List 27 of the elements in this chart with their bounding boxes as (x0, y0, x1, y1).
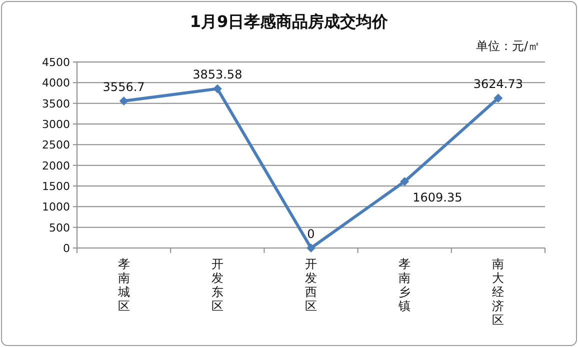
y-tick-label: 0 (63, 242, 70, 255)
chart-title: 1月9日孝感商品房成交均价 (190, 12, 390, 31)
y-tick-label: 2500 (42, 138, 70, 152)
y-tick-label: 3500 (42, 97, 70, 110)
point (400, 176, 410, 186)
y-tick-label: 1500 (42, 180, 70, 193)
point (494, 94, 503, 103)
y-tick-label: 1000 (42, 200, 70, 214)
y-tick-label: 2000 (42, 159, 70, 172)
data-label: 3624.73 (473, 77, 524, 92)
point (306, 244, 316, 252)
y-tick-label: 500 (49, 221, 70, 234)
data-label: 3556.7 (102, 80, 145, 94)
data-label: 0 (307, 227, 315, 241)
x-tick-label: 南大经济区 (492, 257, 504, 327)
point (119, 96, 128, 106)
y-tick-label: 3000 (42, 118, 70, 131)
y-tick-label: 4500 (42, 56, 70, 69)
point (212, 84, 222, 94)
x-tick-label: 孝南乡镇 (398, 257, 411, 313)
data-label: 1609.35 (412, 190, 462, 204)
x-tick-label: 开发西区 (305, 257, 317, 313)
x-tick-label: 孝南城区 (116, 257, 130, 313)
chart-subtitle: 单位：元/㎡ (476, 39, 540, 53)
data-label: 3853.58 (192, 68, 242, 82)
y-tick-label: 4000 (42, 76, 70, 90)
x-tick-label: 开发东区 (211, 257, 224, 313)
